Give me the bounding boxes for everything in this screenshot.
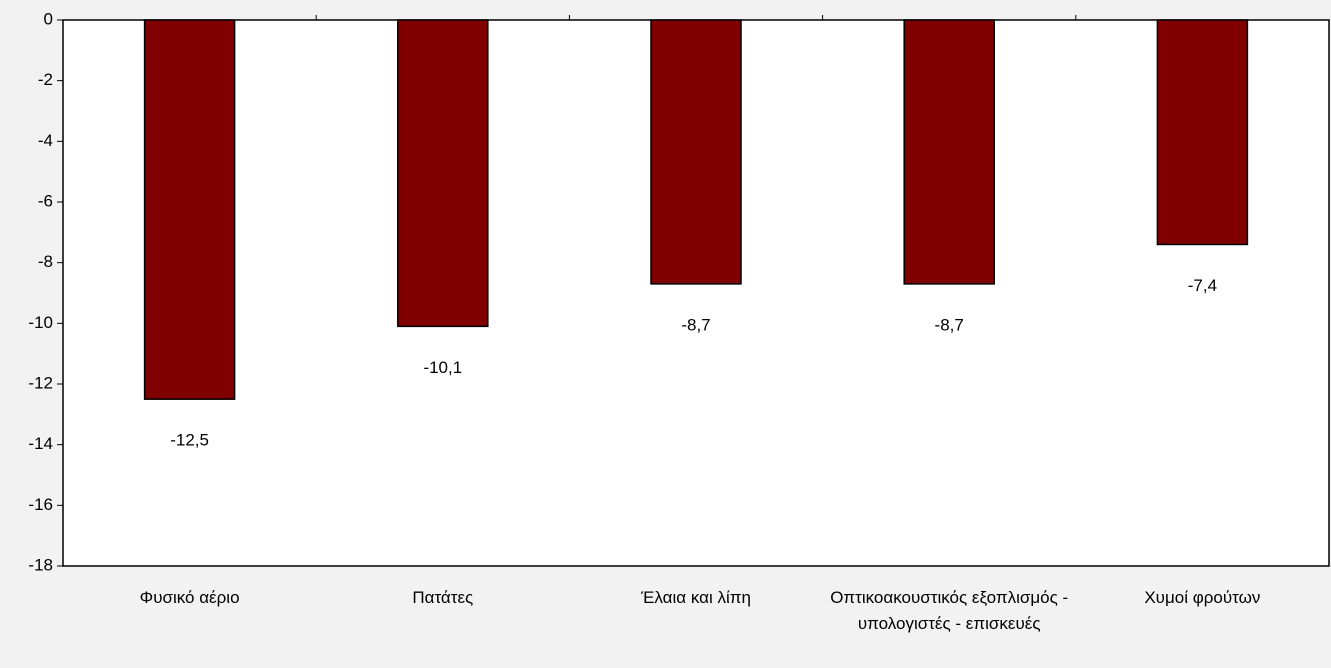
y-tick-label: -8: [38, 252, 53, 271]
bar: [397, 19, 489, 328]
y-tick-label: -4: [38, 131, 53, 150]
value-label: -8,7: [681, 315, 710, 334]
y-tick-label: -18: [28, 555, 53, 574]
y-tick-label: 0: [44, 9, 53, 28]
y-tick-label: -6: [38, 191, 53, 210]
y-tick-label: -14: [28, 434, 53, 453]
y-tick-label: -16: [28, 495, 53, 514]
x-tick-label: Χυμοί φρούτων: [1144, 588, 1261, 607]
bar: [1156, 19, 1249, 246]
value-label: -7,4: [1188, 276, 1217, 295]
x-tick-label: Έλαια και λίπη: [641, 588, 751, 607]
y-tick-label: -2: [38, 70, 53, 89]
x-tick-label: Οπτικοακουστικός εξοπλισμός - υπολογιστέ…: [830, 588, 1069, 633]
bar: [903, 19, 995, 285]
y-tick-label: -12: [28, 373, 53, 392]
bar: [650, 19, 742, 285]
value-label: -8,7: [935, 315, 964, 334]
x-tick-label: Πατάτες: [412, 588, 474, 607]
value-label: -12,5: [170, 431, 209, 450]
bar: [143, 19, 236, 400]
x-tick-label: Φυσικό αέριο: [139, 588, 240, 607]
value-label: -10,1: [423, 358, 462, 377]
y-tick-label: -10: [28, 313, 53, 332]
